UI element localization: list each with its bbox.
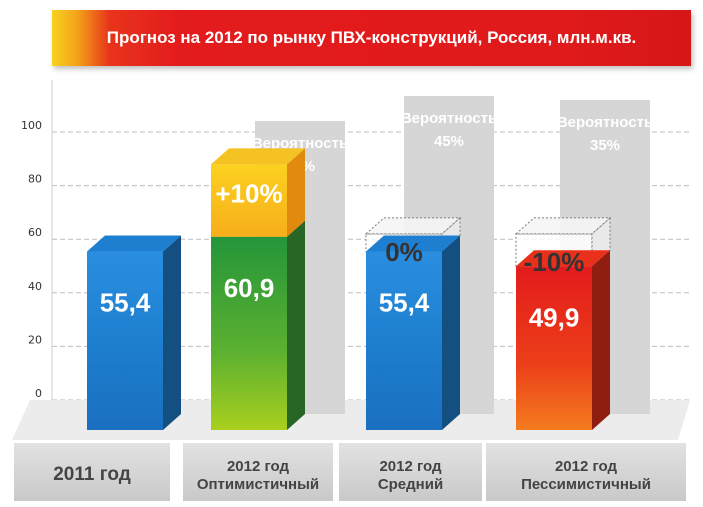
category-text: Пессимистичный xyxy=(521,476,651,493)
category-text: Оптимистичный xyxy=(197,476,319,493)
category-box xyxy=(486,443,686,501)
value-label: 49,9 xyxy=(529,302,580,332)
change-label: 0% xyxy=(385,237,423,267)
category-text: 2012 год xyxy=(555,458,618,475)
category-text: 2012 год xyxy=(379,458,442,475)
y-tick-label: 40 xyxy=(28,280,42,293)
category-box xyxy=(339,443,482,501)
value-label: 55,4 xyxy=(100,288,151,318)
category-text: 2011 год xyxy=(53,464,131,485)
probability-label: Вероятность xyxy=(401,110,497,127)
probability-label: Вероятность xyxy=(557,114,653,131)
ghost-bar xyxy=(514,216,612,268)
bar xyxy=(366,235,460,430)
increment-bar xyxy=(211,148,305,237)
probability-label: Вероятность xyxy=(252,135,348,152)
y-tick-label: 100 xyxy=(21,119,42,132)
category-text: 2012 год xyxy=(227,458,290,475)
change-label: +10% xyxy=(215,178,282,208)
category-label: 2011 год xyxy=(14,443,170,501)
probability-value: 45% xyxy=(434,133,464,150)
value-label: 55,4 xyxy=(379,288,430,318)
change-label: -10% xyxy=(524,247,585,277)
probability-value: 35% xyxy=(590,137,620,154)
category-box xyxy=(183,443,333,501)
bar xyxy=(516,250,610,430)
chart-title: Прогноз на 2012 по рынку ПВХ-конструкций… xyxy=(52,10,691,66)
y-tick-label: 20 xyxy=(28,333,42,346)
category-box xyxy=(14,443,170,501)
y-tick-label: 60 xyxy=(28,226,42,239)
bar xyxy=(211,220,305,430)
bar xyxy=(87,235,181,430)
y-tick-label: 80 xyxy=(28,173,42,186)
value-label: 60,9 xyxy=(224,273,275,303)
category-text: Средний xyxy=(378,476,443,493)
y-tick-label: 0 xyxy=(35,387,42,400)
bars: 55,4 60,9 +10% 55,4 0% 49,9 -10% xyxy=(87,148,612,430)
